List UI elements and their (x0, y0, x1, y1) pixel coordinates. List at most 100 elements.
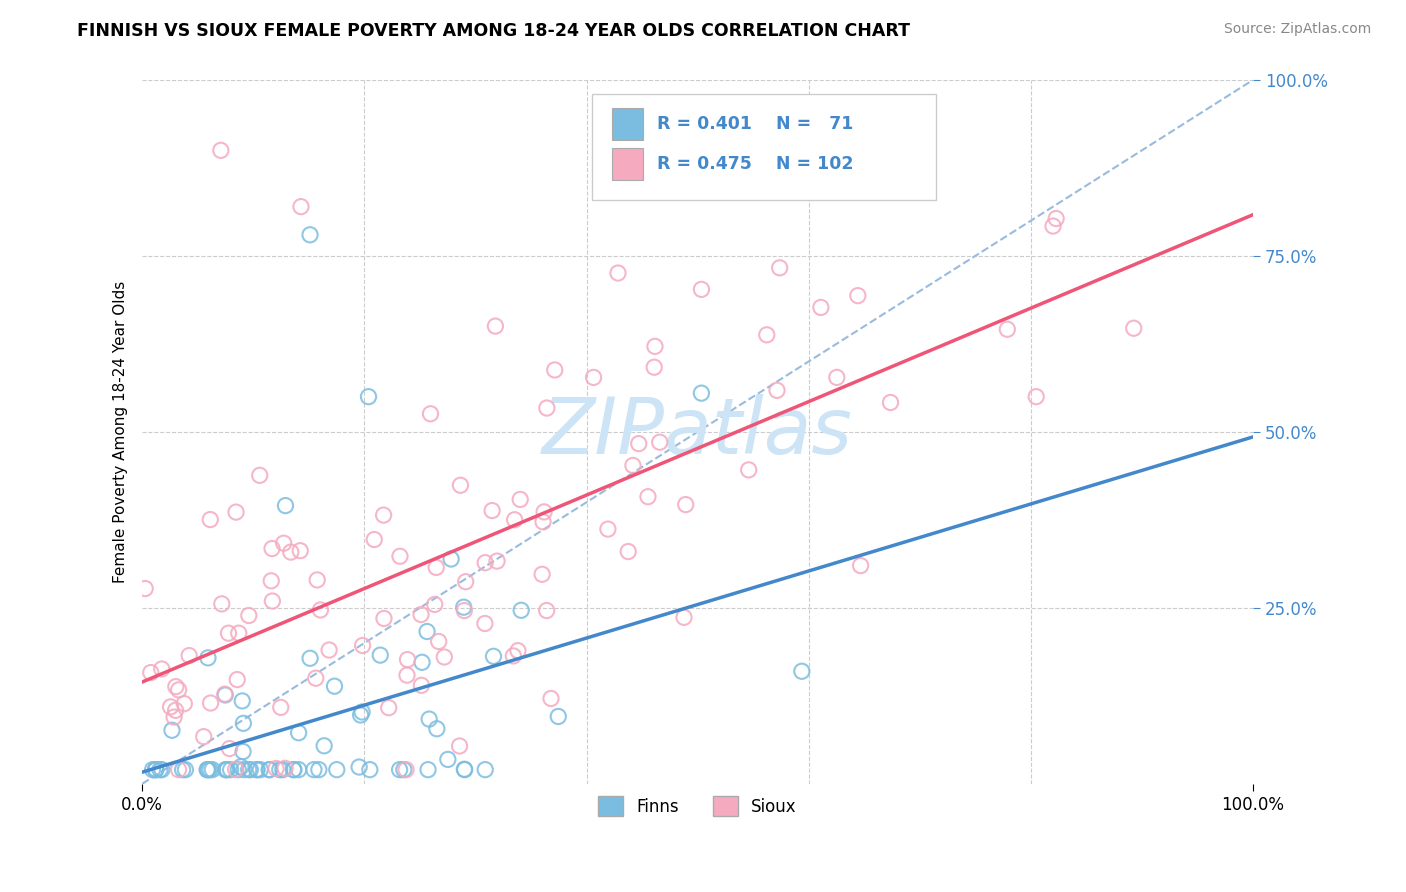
Point (217, 763, 239, 777)
Text: Source: ZipAtlas.com: Source: ZipAtlas.com (1223, 22, 1371, 37)
Point (271, 763, 294, 777)
Point (425, 560, 447, 574)
Point (411, 678, 433, 692)
Point (287, 763, 309, 777)
Point (225, 763, 247, 777)
Point (409, 607, 432, 622)
Point (766, 384, 789, 398)
Point (145, 763, 167, 777)
Point (218, 741, 240, 756)
Point (142, 763, 165, 777)
Point (173, 697, 195, 711)
Point (544, 363, 567, 377)
Point (540, 691, 562, 706)
Point (449, 739, 471, 753)
Point (392, 763, 415, 777)
Point (214, 688, 236, 702)
Point (482, 649, 505, 664)
Point (426, 722, 449, 736)
Point (246, 763, 269, 777)
Point (1045, 211, 1067, 226)
Point (416, 763, 439, 777)
Point (349, 708, 371, 723)
Point (209, 144, 232, 158)
Point (145, 763, 167, 777)
Point (531, 515, 554, 529)
Point (846, 288, 869, 302)
Point (165, 703, 187, 717)
Point (197, 651, 219, 665)
Point (149, 763, 172, 777)
Text: R = 0.401    N =   71: R = 0.401 N = 71 (657, 115, 853, 133)
Point (195, 763, 218, 777)
Point (347, 760, 370, 774)
Point (269, 763, 291, 777)
Point (160, 723, 183, 738)
Point (502, 648, 524, 663)
Point (427, 634, 450, 648)
Point (229, 760, 252, 774)
Point (145, 763, 167, 777)
Point (395, 763, 418, 777)
Point (359, 763, 381, 777)
Point (790, 665, 813, 679)
Point (352, 705, 374, 719)
Point (260, 541, 283, 556)
Point (607, 266, 630, 280)
Point (536, 401, 558, 415)
Point (270, 700, 292, 714)
Point (139, 665, 162, 680)
Point (283, 763, 305, 777)
Point (440, 552, 463, 566)
Point (163, 710, 186, 724)
Point (238, 608, 260, 623)
Point (474, 763, 496, 777)
Point (262, 594, 284, 608)
Point (486, 554, 509, 568)
Point (672, 610, 695, 624)
Point (737, 463, 759, 477)
Point (395, 668, 418, 682)
Point (449, 478, 471, 492)
Point (226, 673, 249, 687)
Point (506, 643, 529, 657)
FancyBboxPatch shape (612, 108, 643, 140)
Point (849, 558, 872, 573)
Point (219, 763, 242, 777)
Point (484, 319, 506, 334)
Point (201, 763, 224, 777)
Point (326, 763, 349, 777)
Point (509, 492, 531, 507)
Point (582, 370, 605, 384)
Point (1122, 321, 1144, 335)
Point (197, 763, 219, 777)
Point (769, 260, 792, 275)
Point (536, 603, 558, 617)
Point (648, 435, 671, 450)
Point (481, 503, 503, 517)
FancyBboxPatch shape (592, 94, 936, 200)
Point (150, 662, 173, 676)
Point (377, 700, 399, 714)
Point (454, 763, 477, 777)
Point (218, 626, 240, 640)
Point (437, 752, 460, 766)
Point (264, 762, 287, 776)
Point (388, 549, 411, 564)
Point (225, 505, 247, 519)
Point (193, 730, 215, 744)
Point (825, 370, 848, 384)
Point (287, 725, 309, 739)
Point (283, 763, 305, 777)
Point (172, 763, 194, 777)
Point (165, 680, 187, 694)
Point (305, 671, 328, 685)
Point (280, 545, 302, 559)
Point (373, 508, 395, 522)
Point (226, 763, 249, 777)
Point (198, 763, 221, 777)
Point (373, 611, 395, 625)
Point (357, 390, 380, 404)
Point (453, 600, 475, 615)
Point (298, 227, 321, 242)
